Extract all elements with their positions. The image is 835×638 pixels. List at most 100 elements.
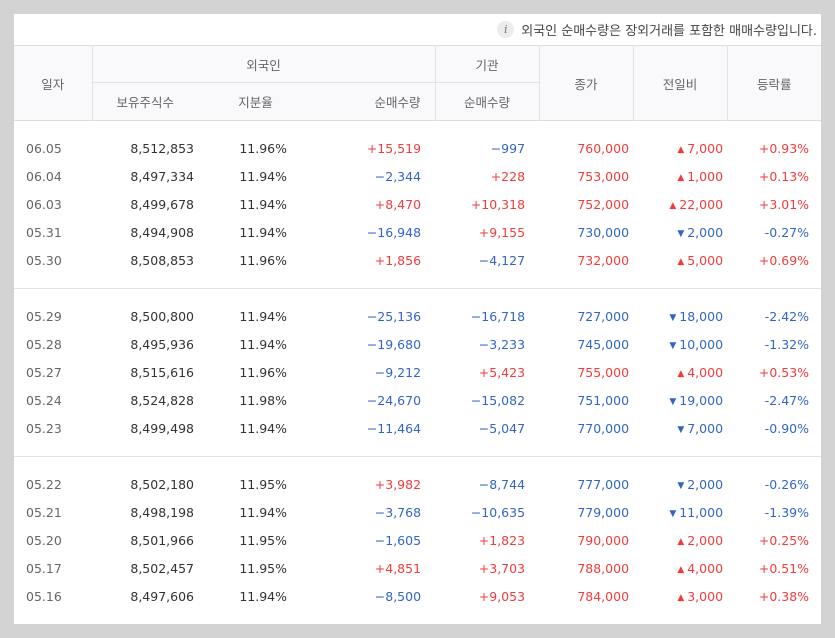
cell-ratio: 11.94% xyxy=(239,505,287,520)
triangle-up-icon: ▲ xyxy=(677,593,685,603)
cell-date: 05.30 xyxy=(26,253,62,268)
table-row: 05.22 8,502,180 11.95% +3,982 −8,744 777,000 ▼… xyxy=(14,471,821,499)
change-value: 7,000 xyxy=(687,421,724,436)
cell-ratio: 11.98% xyxy=(239,393,287,408)
cell-close: 752,000 xyxy=(577,197,630,212)
cell-ratio: 11.94% xyxy=(239,309,287,324)
cell-close: 732,000 xyxy=(577,253,630,268)
change-value: 22,000 xyxy=(679,197,724,212)
cell-rate: +0.93% xyxy=(758,141,810,156)
trading-table: 일자 외국인 기관 종가 전일비 등락률 보유주식수 지분율 순매수량 순매수량… xyxy=(14,45,821,624)
cell-foreign-net: −1,605 xyxy=(374,533,422,548)
cell-inst-net: −3,233 xyxy=(478,337,526,352)
cell-inst-net: +3,703 xyxy=(478,561,526,576)
cell-date: 05.24 xyxy=(26,393,62,408)
cell-inst-net: −16,718 xyxy=(470,309,526,324)
cell-change: ▼ 11,000 xyxy=(633,499,727,527)
change-value: 2,000 xyxy=(687,225,724,240)
cell-foreign-net: −16,948 xyxy=(366,225,422,240)
cell-holdings: 8,498,198 xyxy=(130,505,194,520)
cell-close: 745,000 xyxy=(577,337,630,352)
cell-holdings: 8,495,936 xyxy=(130,337,194,352)
change-value: 18,000 xyxy=(679,309,724,324)
cell-foreign-net: −2,344 xyxy=(374,169,422,184)
cell-holdings: 8,502,457 xyxy=(130,561,194,576)
header-foreign-net: 순매수량 xyxy=(313,82,436,121)
triangle-up-icon: ▲ xyxy=(669,201,677,211)
cell-foreign-net: +15,519 xyxy=(366,141,422,156)
notice-bar: i 외국인 순매수량은 장외거래를 포함한 매매수량입니다. xyxy=(14,14,821,45)
cell-rate: -0.26% xyxy=(764,477,810,492)
table-row: 05.24 8,524,828 11.98% −24,670 −15,082 751,00… xyxy=(14,387,821,415)
header-inst-net: 순매수량 xyxy=(434,82,540,121)
cell-ratio: 11.96% xyxy=(239,253,287,268)
cell-foreign-net: −8,500 xyxy=(374,589,422,604)
table-row: 05.20 8,501,966 11.95% −1,605 +1,823 790,000 ▲… xyxy=(14,527,821,555)
cell-change: ▲ 4,000 xyxy=(633,555,727,583)
change-value: 4,000 xyxy=(687,561,724,576)
table-row: 05.16 8,497,606 11.94% −8,500 +9,053 784,000 ▲… xyxy=(14,583,821,611)
cell-change: ▼ 18,000 xyxy=(633,303,727,331)
triangle-up-icon: ▲ xyxy=(677,537,685,547)
cell-close: 790,000 xyxy=(577,533,630,548)
triangle-up-icon: ▲ xyxy=(677,257,685,267)
cell-ratio: 11.95% xyxy=(239,477,287,492)
change-value: 10,000 xyxy=(679,337,724,352)
cell-ratio: 11.95% xyxy=(239,533,287,548)
table-row: 05.31 8,494,908 11.94% −16,948 +9,155 730,000… xyxy=(14,219,821,247)
info-icon[interactable]: i xyxy=(497,21,515,38)
cell-date: 05.31 xyxy=(26,225,62,240)
table-row: 05.17 8,502,457 11.95% +4,851 +3,703 788,000 ▲… xyxy=(14,555,821,583)
cell-close: 788,000 xyxy=(577,561,630,576)
cell-holdings: 8,499,498 xyxy=(130,421,194,436)
cell-holdings: 8,502,180 xyxy=(130,477,194,492)
cell-foreign-net: +8,470 xyxy=(374,197,422,212)
change-value: 3,000 xyxy=(687,589,724,604)
cell-foreign-net: +1,856 xyxy=(374,253,422,268)
cell-foreign-net: −9,212 xyxy=(374,365,422,380)
cell-date: 05.29 xyxy=(26,309,62,324)
change-value: 4,000 xyxy=(687,365,724,380)
cell-holdings: 8,501,966 xyxy=(130,533,194,548)
cell-ratio: 11.95% xyxy=(239,561,287,576)
cell-holdings: 8,515,616 xyxy=(130,365,194,380)
cell-foreign-net: +3,982 xyxy=(374,477,422,492)
cell-holdings: 8,497,606 xyxy=(130,589,194,604)
cell-date: 06.05 xyxy=(26,141,62,156)
cell-close: 730,000 xyxy=(577,225,630,240)
cell-ratio: 11.94% xyxy=(239,337,287,352)
cell-holdings: 8,494,908 xyxy=(130,225,194,240)
change-value: 19,000 xyxy=(679,393,724,408)
triangle-up-icon: ▲ xyxy=(677,145,685,155)
cell-inst-net: −10,635 xyxy=(470,505,526,520)
cell-date: 05.17 xyxy=(26,561,62,576)
change-value: 2,000 xyxy=(687,533,724,548)
row-group: 05.22 8,502,180 11.95% +3,982 −8,744 777,000 ▼… xyxy=(14,457,821,625)
row-group: 05.29 8,500,800 11.94% −25,136 −16,718 727,00… xyxy=(14,289,821,457)
cell-rate: +3.01% xyxy=(758,197,810,212)
table-row: 05.27 8,515,616 11.96% −9,212 +5,423 755,000 ▲… xyxy=(14,359,821,387)
cell-date: 06.04 xyxy=(26,169,62,184)
cell-inst-net: +228 xyxy=(490,169,526,184)
cell-inst-net: +1,823 xyxy=(478,533,526,548)
table-row: 05.21 8,498,198 11.94% −3,768 −10,635 779,000… xyxy=(14,499,821,527)
cell-close: 755,000 xyxy=(577,365,630,380)
change-value: 11,000 xyxy=(679,505,724,520)
triangle-down-icon: ▼ xyxy=(669,397,677,407)
cell-change: ▼ 10,000 xyxy=(633,331,727,359)
triangle-down-icon: ▼ xyxy=(669,509,677,519)
notice-text: 외국인 순매수량은 장외거래를 포함한 매매수량입니다. xyxy=(521,24,817,39)
cell-rate: +0.38% xyxy=(758,589,810,604)
cell-rate: -2.47% xyxy=(764,393,810,408)
cell-change: ▼ 7,000 xyxy=(633,415,727,443)
cell-holdings: 8,500,800 xyxy=(130,309,194,324)
cell-holdings: 8,499,678 xyxy=(130,197,194,212)
cell-foreign-net: −19,680 xyxy=(366,337,422,352)
cell-rate: -1.39% xyxy=(764,505,810,520)
cell-change: ▼ 19,000 xyxy=(633,387,727,415)
cell-ratio: 11.96% xyxy=(239,365,287,380)
table-row: 06.04 8,497,334 11.94% −2,344 +228 753,000 ▲ 1,… xyxy=(14,163,821,191)
cell-change: ▼ 2,000 xyxy=(633,219,727,247)
cell-rate: +0.51% xyxy=(758,561,810,576)
cell-inst-net: +9,053 xyxy=(478,589,526,604)
